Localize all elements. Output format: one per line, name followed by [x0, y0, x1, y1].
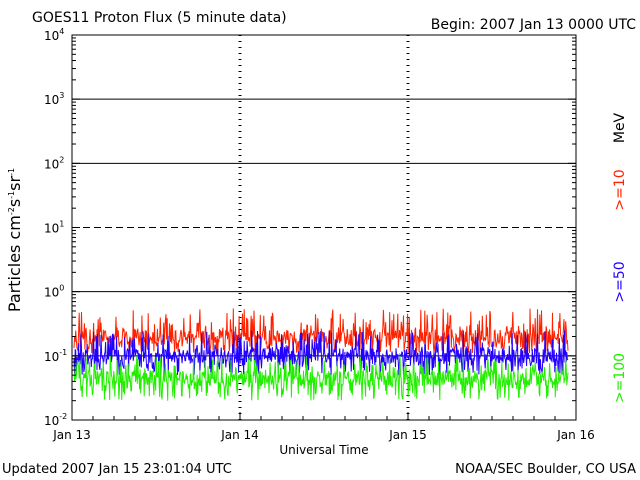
legend-item: >=50	[612, 261, 628, 302]
y-tick-label: 10-1	[44, 348, 67, 364]
legend-item: >=10	[612, 169, 628, 210]
y-axis-title: Particles cm-2s-1sr-1	[5, 168, 24, 312]
legend: MeV >=10 >=50 >=100	[612, 112, 628, 403]
chart-title: GOES11 Proton Flux (5 minute data)	[32, 10, 287, 26]
begin-time-label: Begin: 2007 Jan 13 0000 UTC	[431, 17, 636, 33]
credit-label: NOAA/SEC Boulder, CO USA	[455, 462, 636, 477]
data-series	[73, 308, 569, 401]
x-tick-label: Jan 13	[52, 428, 91, 442]
legend-item: >=100	[612, 353, 628, 403]
y-tick-label: 101	[44, 220, 64, 236]
series-line	[73, 355, 569, 401]
y-tick-label: 104	[44, 27, 64, 43]
updated-timestamp: Updated 2007 Jan 15 23:01:04 UTC	[2, 462, 232, 477]
y-tick-label: 102	[44, 155, 64, 171]
x-axis-title: Universal Time	[279, 443, 368, 457]
x-tick-label: Jan 16	[556, 428, 595, 442]
y-tick-label: 10-2	[44, 412, 67, 428]
y-axis-ticks: 10-2 10-1 100 101 102 103 104	[44, 27, 576, 428]
y-tick-label: 100	[44, 284, 64, 300]
x-axis-ticks: Jan 13 Jan 14 Jan 15 Jan 16	[52, 412, 595, 442]
y-tick-label: 103	[44, 91, 64, 107]
x-tick-label: Jan 15	[388, 428, 427, 442]
legend-unit: MeV	[612, 112, 628, 143]
x-tick-label: Jan 14	[220, 428, 259, 442]
